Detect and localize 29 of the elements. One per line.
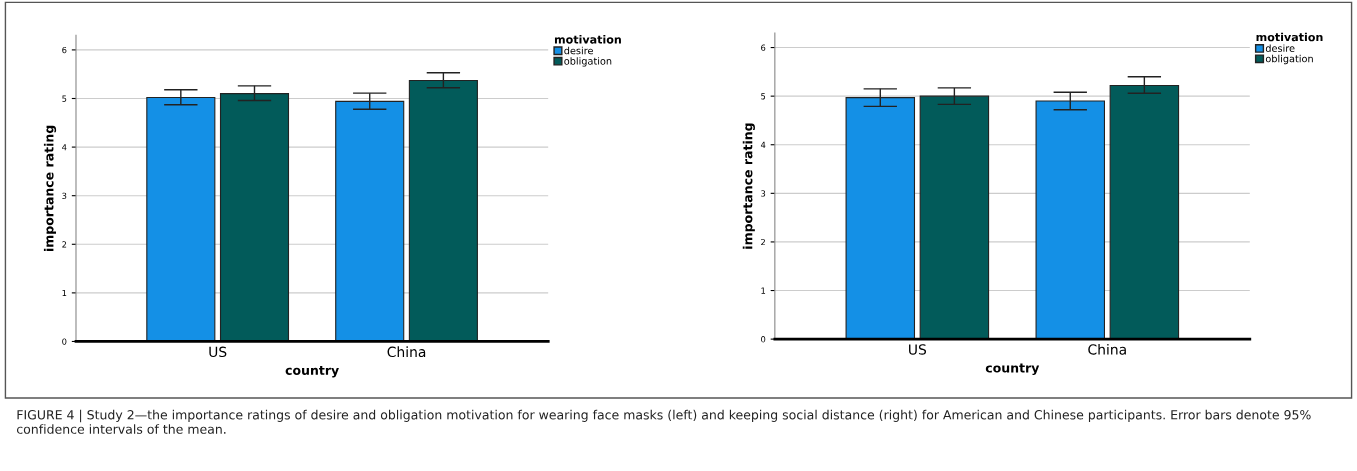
x-tick-label: US — [209, 346, 227, 358]
y-tick-label: 0 — [761, 336, 766, 343]
y-tick-label: 4 — [760, 141, 766, 148]
y-tick-label: 0 — [62, 338, 67, 345]
y-axis-title: importance rating — [742, 123, 755, 249]
legend-title: motivation — [1256, 32, 1323, 42]
y-tick-label: 1 — [62, 289, 67, 297]
x-tick-label: China — [1088, 343, 1126, 355]
x-tick-label: China — [387, 346, 426, 358]
y-tick-label: 2 — [761, 238, 765, 246]
y-tick-label: 5 — [761, 93, 766, 100]
y-tick-label: 1 — [761, 287, 766, 294]
x-axis-title: country — [285, 365, 339, 378]
y-tick-label: 3 — [761, 190, 766, 197]
legend-label: obligation — [564, 57, 612, 67]
caption: FIGURE 4 | Study 2—the importance ratings of desire and obligation motivation for wearing face masks (left) and keeping social distance (right) for American and Chinese participants. Error bars denote 95% confidence intervals of the mean. — [16, 409, 1311, 434]
y-tick-label: 5 — [62, 95, 67, 102]
y-tick-label: 2 — [62, 241, 67, 248]
y-tick-label: 6 — [761, 44, 766, 51]
legend-label: obligation — [1265, 54, 1313, 65]
y-tick-label: 4 — [62, 144, 67, 151]
y-tick-label: 6 — [62, 46, 67, 54]
y-tick-label: 3 — [62, 192, 67, 199]
legend-label: desire — [564, 46, 593, 55]
y-axis-title: importance rating — [43, 125, 57, 251]
x-tick-label: US — [909, 344, 927, 355]
x-axis-title: country — [985, 363, 1040, 376]
legend-title: motivation — [554, 35, 621, 44]
legend-label: desire — [1265, 44, 1295, 52]
